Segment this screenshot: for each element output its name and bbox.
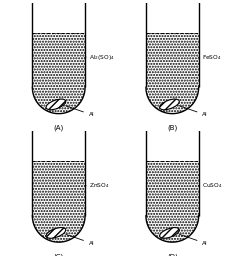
Text: Al: Al [179,234,208,246]
Bar [32,33,85,87]
Text: Al: Al [66,234,94,246]
Bar [146,161,199,216]
Bar [32,161,85,216]
Bar [146,33,199,87]
Polygon shape [32,87,85,114]
Text: CuSO$_4$: CuSO$_4$ [199,181,223,190]
Ellipse shape [160,228,179,238]
Polygon shape [146,87,199,114]
Bar [32,33,85,87]
Polygon shape [32,87,85,114]
Polygon shape [32,216,85,242]
Text: ZnSO$_4$: ZnSO$_4$ [85,181,109,190]
Polygon shape [146,216,199,242]
Text: Al: Al [179,106,208,117]
Text: (A): (A) [54,125,64,131]
Ellipse shape [46,99,66,110]
Text: FeSO$_4$: FeSO$_4$ [199,53,222,62]
Text: (C): (C) [54,253,64,256]
Ellipse shape [160,99,179,110]
Bar [146,33,199,87]
Bar [146,161,199,216]
Bar [32,161,85,216]
Polygon shape [146,216,199,242]
Polygon shape [146,87,199,114]
Polygon shape [32,216,85,242]
Ellipse shape [46,228,66,238]
Text: Al: Al [66,106,94,117]
Text: (B): (B) [167,125,177,131]
Text: (D): (D) [167,253,178,256]
Text: Al$_2$(SO)$_4$: Al$_2$(SO)$_4$ [85,53,115,62]
